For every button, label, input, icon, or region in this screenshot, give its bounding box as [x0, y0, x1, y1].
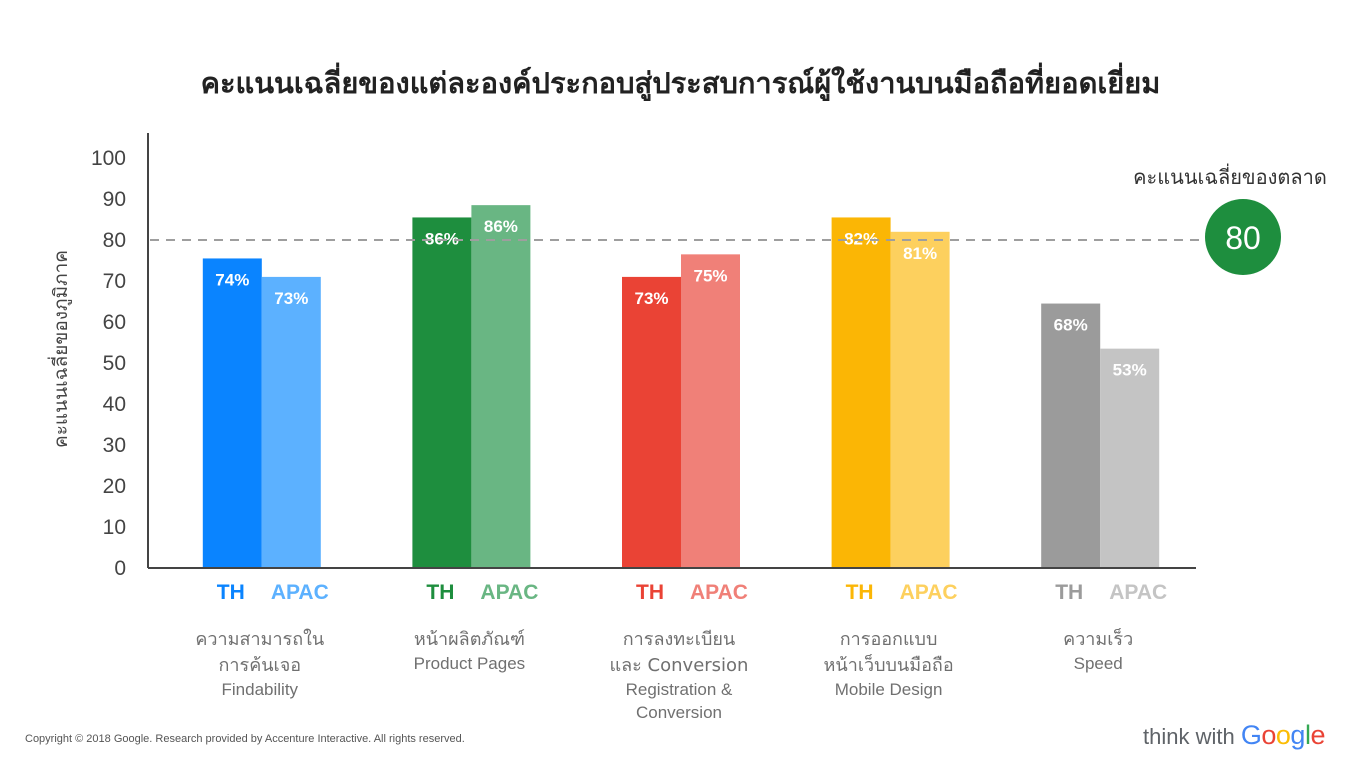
bar-th-4 — [831, 217, 891, 568]
series-label-th: TH — [217, 581, 245, 604]
bar-apac-2 — [471, 205, 531, 568]
series-label-th: TH — [636, 581, 664, 604]
series-label-apac: APAC — [1109, 581, 1167, 604]
chart-title: คะแนนเฉลี่ยของแต่ละองค์ประกอบสู่ประสบการ… — [200, 66, 1161, 100]
category-label-th: การออกแบบ — [840, 629, 938, 650]
y-tick-label: 30 — [103, 434, 126, 457]
google-letter: g — [1290, 720, 1305, 750]
google-letter: l — [1304, 720, 1311, 750]
market-average-badge — [1205, 199, 1281, 275]
category-label-th: การลงทะเบียน — [623, 629, 735, 650]
bar-apac-4 — [890, 231, 950, 569]
bar-data-label: 53% — [1113, 361, 1147, 380]
category-label-en: Speed — [1074, 654, 1123, 673]
bar-data-label: 73% — [274, 289, 308, 308]
bar-data-label: 74% — [215, 270, 249, 289]
category-label-en: Mobile Design — [835, 680, 943, 699]
bar-data-label: 73% — [634, 289, 668, 308]
y-tick-label: 10 — [103, 516, 126, 539]
category-label-en: Conversion — [636, 703, 722, 722]
category-label-th: ความเร็ว — [1063, 627, 1133, 650]
series-label-apac: APAC — [480, 581, 538, 604]
series-label-th: TH — [426, 581, 454, 604]
category-label-th: และ Conversion — [610, 655, 749, 676]
y-axis-label: คะแนนเฉลี่ยของภูมิภาค — [47, 250, 72, 448]
bar-data-label: 68% — [1054, 316, 1088, 335]
y-tick-label: 100 — [91, 147, 126, 170]
series-label-apac: APAC — [690, 581, 748, 604]
bar-data-label: 81% — [903, 244, 937, 263]
bar-data-label: 86% — [425, 229, 459, 248]
bars: 74% 73% 86% 86% 73% 75% 82% 81% 68% 53% — [202, 205, 1160, 569]
y-tick-label: 90 — [103, 188, 126, 211]
category-label-th: หน้าเว็บบนมือถือ — [824, 653, 954, 676]
google-letter: G — [1240, 720, 1262, 750]
bar-th-3 — [622, 276, 681, 568]
bar-data-label: 86% — [484, 217, 518, 236]
category-label-en: Registration & — [626, 680, 733, 699]
bar-data-label: 82% — [844, 229, 878, 248]
bar-apac-3 — [681, 254, 740, 568]
series-label-apac: APAC — [900, 581, 958, 604]
y-tick-label: 20 — [103, 475, 126, 498]
bar-apac-5 — [1100, 348, 1160, 568]
bar-th-5 — [1041, 303, 1101, 568]
copyright-text: Copyright © 2018 Google. Research provid… — [25, 733, 465, 745]
series-label-th: TH — [846, 581, 874, 604]
google-letter: o — [1275, 720, 1291, 750]
series-label-apac: APAC — [271, 581, 329, 604]
market-average-label: คะแนนเฉลี่ยของตลาด — [1133, 163, 1327, 189]
bar-data-label: 75% — [693, 266, 727, 285]
category-label-th: การค้นเจอ — [219, 655, 302, 676]
category-label-en: Product Pages — [414, 654, 526, 673]
series-label-th: TH — [1055, 581, 1083, 604]
y-tick-label: 50 — [103, 352, 126, 375]
think-with-google-logo: think with Google — [1143, 720, 1325, 751]
brand-prefix: think with — [1143, 724, 1241, 749]
category-label-th: หน้าผลิตภัณฑ์ — [414, 629, 525, 650]
brand-google-wordmark: Google — [1240, 720, 1326, 750]
bar-th-1 — [202, 258, 262, 568]
bar-th-2 — [412, 217, 472, 568]
category-label-th: ความสามารถใน — [195, 628, 324, 650]
y-axis-ticks: 0 10 20 30 40 50 60 70 80 90 100 — [91, 147, 126, 580]
google-letter: e — [1310, 720, 1325, 750]
y-tick-label: 40 — [103, 393, 126, 416]
y-tick-label: 80 — [103, 229, 126, 252]
category-label-en: Findability — [222, 680, 299, 699]
market-average-value: 80 — [1225, 220, 1261, 256]
y-tick-label: 70 — [103, 270, 126, 293]
y-tick-label: 0 — [114, 557, 126, 580]
google-letter: o — [1261, 720, 1276, 750]
bar-apac-1 — [261, 276, 321, 568]
y-tick-label: 60 — [103, 311, 126, 334]
